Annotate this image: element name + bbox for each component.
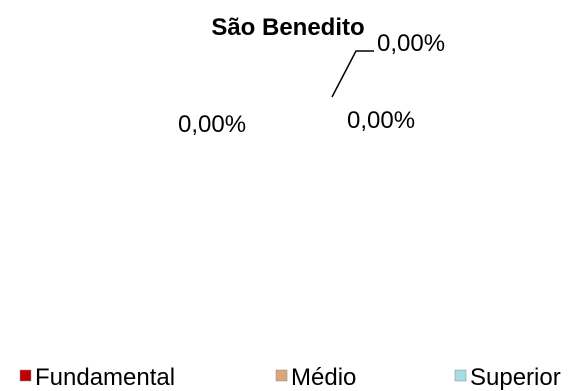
- legend-swatch: [19, 369, 32, 382]
- legend-item-médio: Médio: [275, 364, 356, 391]
- legend-label: Superior: [470, 364, 561, 391]
- legend-swatch: [275, 369, 288, 382]
- legend-label: Fundamental: [35, 364, 175, 391]
- data-label-médio: 0,00%: [347, 107, 415, 134]
- legend-item-fundamental: Fundamental: [19, 364, 175, 391]
- legend-item-superior: Superior: [454, 364, 561, 391]
- legend-swatch: [454, 369, 467, 382]
- legend-label: Médio: [291, 364, 356, 391]
- leader-line: [331, 50, 374, 98]
- data-label-superior: 0,00%: [377, 30, 445, 57]
- chart-title: São Benedito: [211, 14, 365, 41]
- data-label-fundamental: 0,00%: [178, 111, 246, 138]
